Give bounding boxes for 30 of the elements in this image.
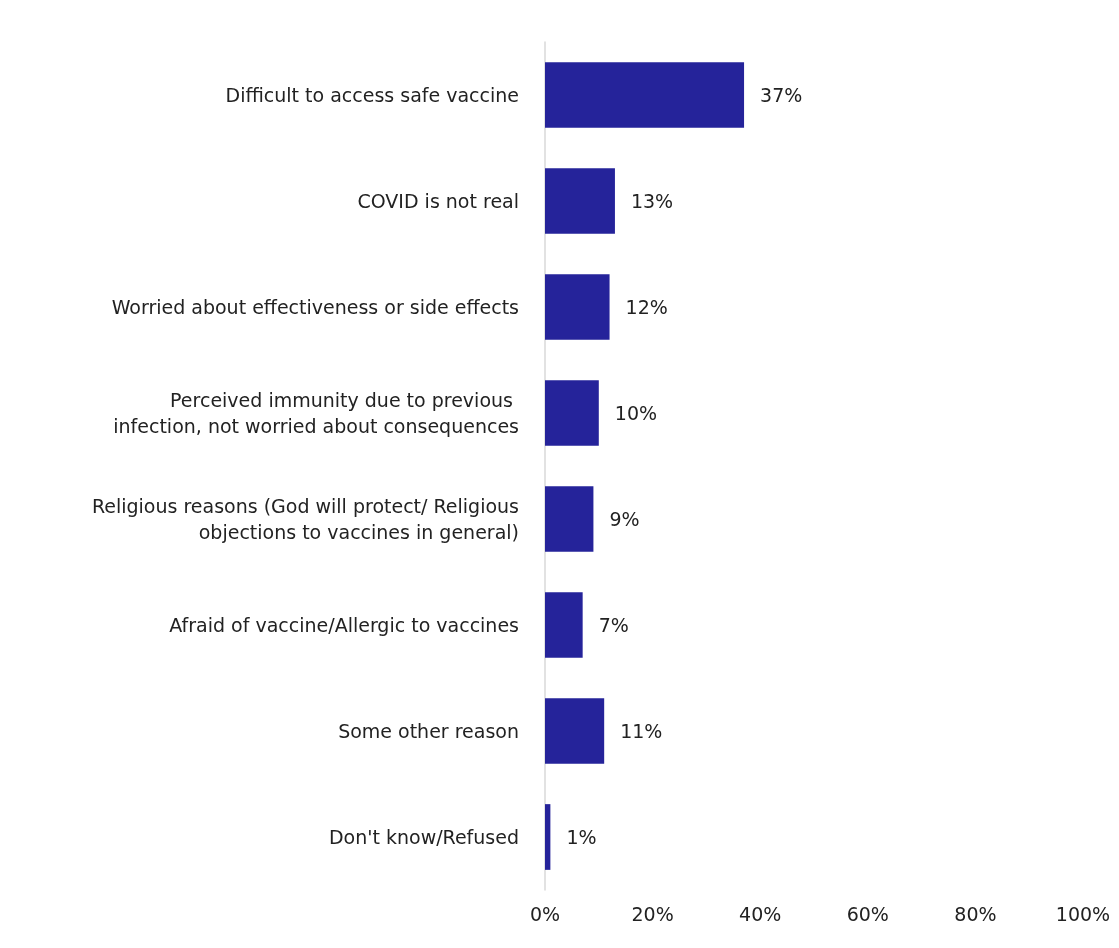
x-tick-label: 80% [954, 902, 997, 925]
data-label: 37% [760, 84, 803, 106]
x-tick-label: 60% [846, 902, 889, 925]
bar [545, 486, 594, 552]
bar [545, 592, 583, 658]
data-label: 1% [566, 826, 597, 848]
data-label: 12% [625, 296, 668, 318]
y-tick-label: Don't know/Refused [328, 826, 519, 848]
data-label: 9% [609, 508, 640, 530]
bar [545, 62, 745, 128]
x-tick-label: 20% [631, 902, 674, 925]
bar [545, 274, 610, 340]
y-tick-label: COVID is not real [357, 190, 519, 212]
x-tick-label: 100% [1055, 902, 1111, 925]
data-label: 10% [614, 402, 658, 424]
bar [545, 168, 615, 234]
bar [545, 698, 605, 764]
data-label: 13% [630, 190, 674, 212]
bar [545, 380, 599, 446]
data-label: 7% [598, 614, 629, 636]
x-tick-label: 0% [529, 902, 561, 925]
data-label: 11% [620, 720, 663, 742]
y-tick-label: Some other reason [338, 720, 519, 742]
y-tick-label: Religious reasons (God will protect/ Religious objections to vaccines in general) [91, 495, 519, 543]
x-tick-label: 40% [739, 902, 782, 925]
y-tick-label: Perceived immunity due to previous infection, not worried about consequences [113, 389, 519, 437]
bar [545, 804, 551, 870]
y-tick-label: Worried about effectiveness or side effects [111, 296, 519, 318]
y-tick-label: Difficult to access safe vaccine [225, 84, 519, 106]
y-tick-label: Afraid of vaccine/Allergic to vaccines [169, 614, 519, 636]
